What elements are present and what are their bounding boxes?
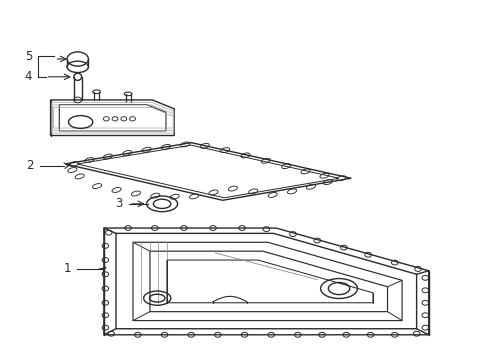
Text: 1: 1 [63, 262, 71, 275]
Text: 2: 2 [26, 159, 34, 172]
Text: 3: 3 [115, 197, 122, 210]
Text: 5: 5 [25, 50, 32, 63]
Text: 4: 4 [24, 70, 32, 83]
